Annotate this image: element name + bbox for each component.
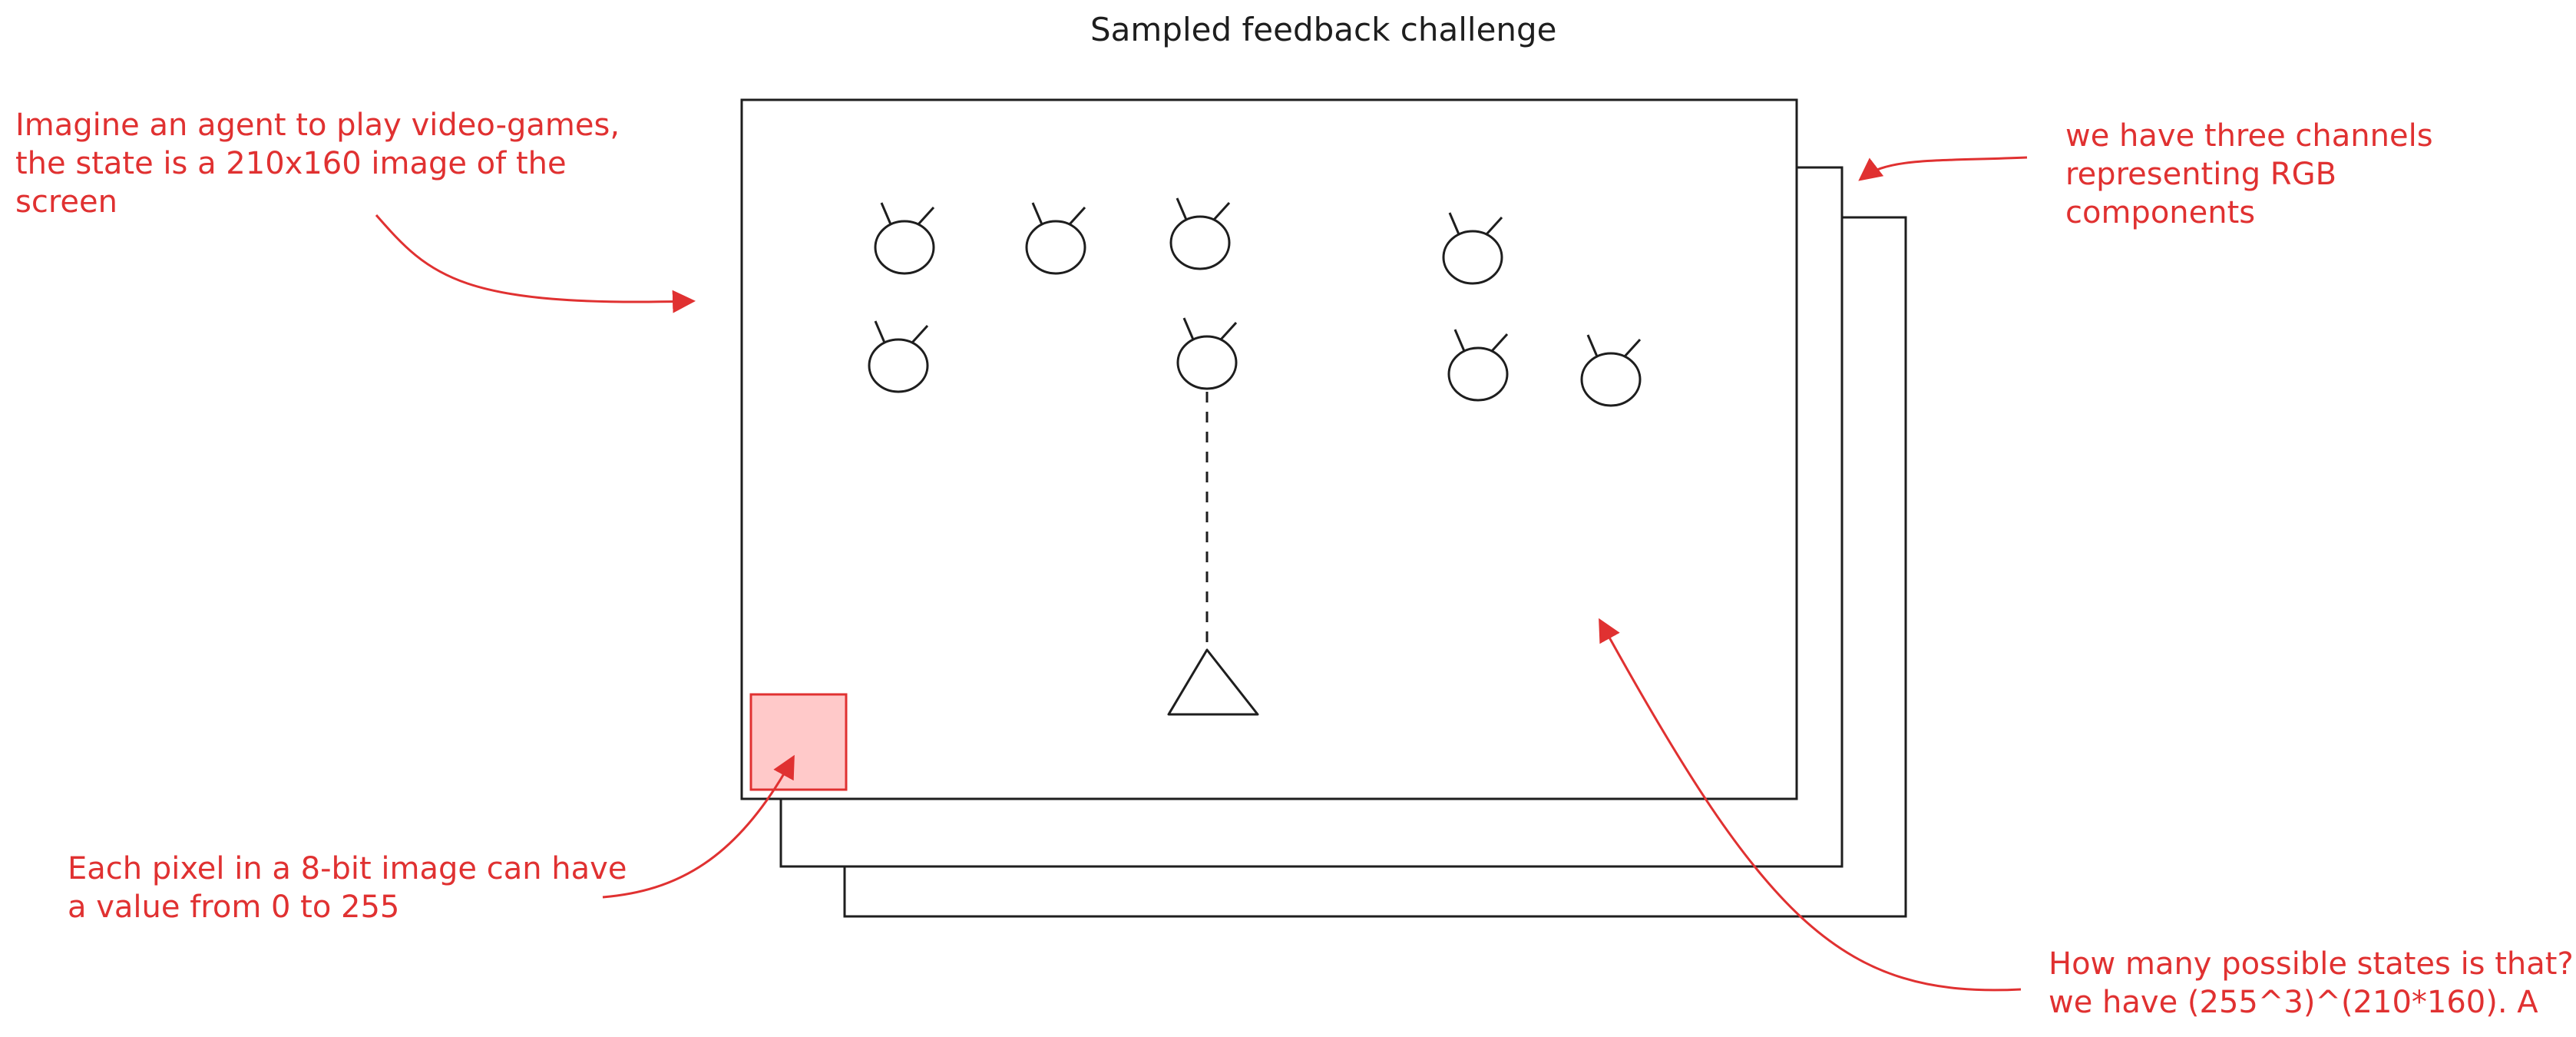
note-states-line: How many possible states is that? (2049, 946, 2574, 982)
note-agent: Imagine an agent to play video-games, th… (15, 106, 620, 221)
page-title: Sampled feedback challenge (1090, 11, 1557, 48)
player-ship-triangle-icon (1167, 648, 1259, 716)
note-pixel: Each pixel in a 8-bit image can have a v… (68, 850, 627, 926)
note-states: How many possible states is that? we hav… (2049, 945, 2574, 1022)
note-states-line: we have (255^3)^(210*160). A (2049, 985, 2538, 1020)
note-channels-line: we have three channels (2065, 118, 2433, 154)
pixel-square (749, 693, 848, 791)
note-channels-line: components (2065, 195, 2256, 230)
arrow-agent-to-screen (375, 214, 696, 313)
note-channels-line: representing RGB (2065, 157, 2337, 192)
arrow-pixel (602, 754, 795, 899)
arrow-channels (1858, 156, 2028, 181)
note-agent-line: screen (15, 184, 117, 220)
note-agent-line: Imagine an agent to play video-games, (15, 108, 620, 143)
note-channels: we have three channels representing RGB … (2065, 117, 2433, 232)
note-agent-line: the state is a 210x160 image of the (15, 146, 567, 181)
note-pixel-line: a value from 0 to 255 (68, 890, 400, 925)
note-pixel-line: Each pixel in a 8-bit image can have (68, 851, 627, 886)
game-screen-frame (740, 98, 1798, 800)
arrow-states (1599, 618, 2022, 992)
